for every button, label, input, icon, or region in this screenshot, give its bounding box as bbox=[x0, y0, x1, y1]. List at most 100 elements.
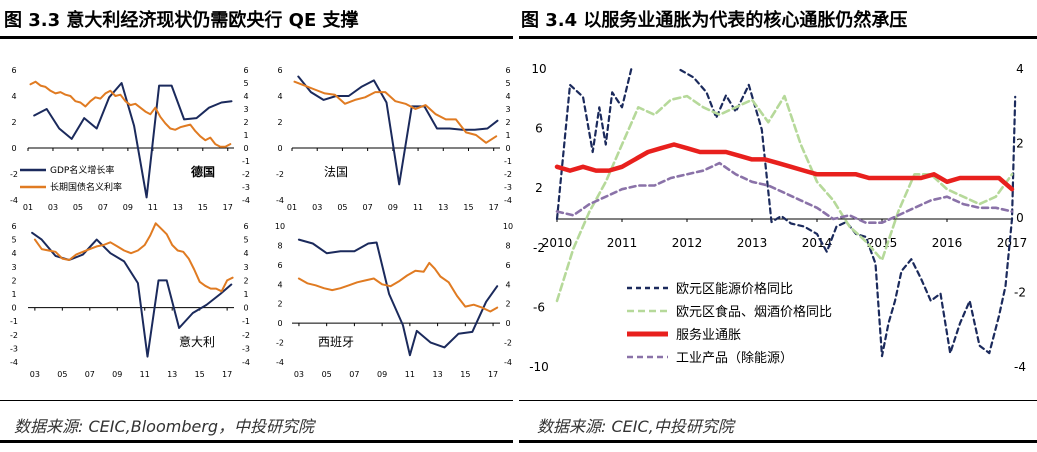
germany-x-tick-label: 13 bbox=[173, 203, 183, 212]
germany-right-tick-label: -2 bbox=[242, 170, 250, 179]
france-left-tick-label: 2 bbox=[277, 118, 282, 127]
euro_inflation-series-energy bbox=[555, 65, 633, 221]
italy-left-tick-label: 1 bbox=[11, 290, 16, 299]
spain-left-tick-label: 4 bbox=[277, 280, 282, 289]
spain-left-tick-label: 0 bbox=[277, 319, 282, 328]
france-x-tick-label: 13 bbox=[438, 203, 448, 212]
euro-legend-label-0: 欧元区能源价格同比 bbox=[676, 281, 793, 297]
spain-right-tick-label: -2 bbox=[504, 339, 512, 348]
euro_inflation-series-industrial bbox=[555, 161, 1014, 224]
italy-x-tick-label: 17 bbox=[222, 370, 232, 379]
euro_inflation-series-energy bbox=[679, 68, 1017, 358]
spain-left-tick-label: 10 bbox=[275, 222, 285, 231]
germany-right-tick-label: 0 bbox=[243, 144, 248, 153]
italy-x-tick-label: 11 bbox=[140, 370, 150, 379]
italy-x-tick-label: 07 bbox=[85, 370, 95, 379]
france-left-tick-label: -4 bbox=[276, 196, 284, 205]
euro_inflation-left-tick-label: -6 bbox=[533, 300, 545, 314]
germany-right-tick-label: 6 bbox=[243, 66, 248, 75]
france-x-tick-label: 01 bbox=[287, 203, 297, 212]
euro_inflation-x-tick-label: 2015 bbox=[867, 236, 898, 250]
euro-legend-label-1: 欧元区食品、烟酒价格同比 bbox=[676, 304, 832, 320]
germany-right-tick-label: 5 bbox=[243, 79, 248, 88]
italy-left-tick-label: -2 bbox=[10, 331, 18, 340]
france-right-tick-label: 6 bbox=[505, 66, 510, 75]
germany-x-tick-label: 07 bbox=[98, 203, 108, 212]
germany-x-tick-label: 11 bbox=[148, 203, 158, 212]
spain-right-tick-label: 2 bbox=[505, 300, 510, 309]
right-bottom-rule bbox=[519, 440, 1037, 443]
germany-left-tick-label: 6 bbox=[11, 66, 16, 75]
right-source-rule bbox=[519, 400, 1037, 401]
euro_inflation-series-food bbox=[555, 94, 1014, 303]
italy-left-tick-label: 2 bbox=[11, 276, 16, 285]
germany-x-tick-label: 09 bbox=[123, 203, 133, 212]
germany-left-tick-label: -2 bbox=[10, 170, 18, 179]
euro_inflation-series-services bbox=[554, 142, 1015, 192]
spain-left-tick-label: 6 bbox=[277, 261, 282, 270]
italy-right-tick-label: 4 bbox=[243, 249, 248, 258]
spain-right-tick-label: 8 bbox=[505, 241, 510, 250]
spain-left-tick-label: 8 bbox=[277, 241, 282, 250]
germany-x-tick-label: 05 bbox=[73, 203, 83, 212]
spain-x-tick-label: 03 bbox=[294, 370, 304, 379]
italy-x-tick-label: 15 bbox=[195, 370, 205, 379]
italy-left-tick-label: -1 bbox=[10, 317, 18, 326]
france-right-tick-label: -1 bbox=[504, 157, 512, 166]
spain-x-tick-label: 17 bbox=[488, 370, 498, 379]
italy-x-tick-label: 13 bbox=[167, 370, 177, 379]
france-x-tick-label: 15 bbox=[463, 203, 473, 212]
euro_inflation-right-tick-label: -2 bbox=[1014, 286, 1026, 300]
italy-country-label: 意大利 bbox=[179, 334, 215, 349]
spain-right-tick-label: 4 bbox=[505, 280, 510, 289]
euro_inflation-left-tick-label: 6 bbox=[535, 122, 543, 136]
spain-x-tick-label: 11 bbox=[405, 370, 415, 379]
france-series-gdp bbox=[297, 75, 499, 186]
france-x-tick-label: 17 bbox=[489, 203, 499, 212]
germany-x-tick-label: 03 bbox=[48, 203, 58, 212]
germany-country-label: 德国 bbox=[191, 164, 215, 179]
legend-gdp-label: GDP名义增长率 bbox=[50, 164, 114, 176]
euro_inflation-x-tick-label: 2017 bbox=[997, 236, 1028, 250]
italy-right-tick-label: 6 bbox=[243, 222, 248, 231]
euro_inflation-x-tick-label: 2013 bbox=[737, 236, 768, 250]
italy-right-tick-label: -2 bbox=[242, 331, 250, 340]
germany-right-tick-label: 1 bbox=[243, 131, 248, 140]
spain-left-tick-label: -4 bbox=[276, 358, 284, 367]
spain-left-tick-label: -2 bbox=[276, 339, 284, 348]
france-right-tick-label: 3 bbox=[505, 105, 510, 114]
italy-x-tick-label: 09 bbox=[112, 370, 122, 379]
germany-series-gdp bbox=[33, 82, 233, 199]
italy-right-tick-label: 3 bbox=[243, 263, 248, 272]
france-right-tick-label: 0 bbox=[505, 144, 510, 153]
euro_inflation-x-tick-label: 2016 bbox=[932, 236, 963, 250]
germany-left-tick-label: 0 bbox=[11, 144, 16, 153]
france-country-label: 法国 bbox=[324, 165, 348, 179]
france-x-tick-label: 05 bbox=[337, 203, 347, 212]
spain-x-tick-label: 05 bbox=[322, 370, 332, 379]
left-source-note: 数据来源: CEIC,Bloomberg，中投研究院 bbox=[14, 417, 315, 436]
france-right-tick-label: 1 bbox=[505, 131, 510, 140]
euro_inflation-left-tick-label: -2 bbox=[533, 241, 545, 255]
italy-left-tick-label: 6 bbox=[11, 222, 16, 231]
france-left-tick-label: 6 bbox=[277, 66, 282, 75]
euro_inflation-x-tick-label: 2010 bbox=[542, 236, 573, 250]
italy-left-tick-label: -4 bbox=[10, 358, 18, 367]
france-x-tick-label: 03 bbox=[312, 203, 322, 212]
france-right-tick-label: -4 bbox=[504, 196, 512, 205]
italy-right-tick-label: -3 bbox=[242, 344, 250, 353]
euro_inflation-x-tick-label: 2012 bbox=[672, 236, 703, 250]
euro_inflation-x-tick-label: 2011 bbox=[607, 236, 638, 250]
france-x-tick-label: 09 bbox=[388, 203, 398, 212]
germany-x-tick-label: 01 bbox=[23, 203, 33, 212]
france-x-tick-label: 07 bbox=[363, 203, 373, 212]
france-left-tick-label: 4 bbox=[277, 92, 282, 101]
germany-right-tick-label: 4 bbox=[243, 92, 248, 101]
spain-right-tick-label: 10 bbox=[503, 222, 513, 231]
spain-x-tick-label: 15 bbox=[460, 370, 470, 379]
right-title-rule bbox=[519, 36, 1037, 39]
spain-x-tick-label: 07 bbox=[349, 370, 359, 379]
euro_inflation-left-tick-label: 2 bbox=[535, 181, 543, 195]
spain-country-label: 西班牙 bbox=[318, 335, 354, 349]
